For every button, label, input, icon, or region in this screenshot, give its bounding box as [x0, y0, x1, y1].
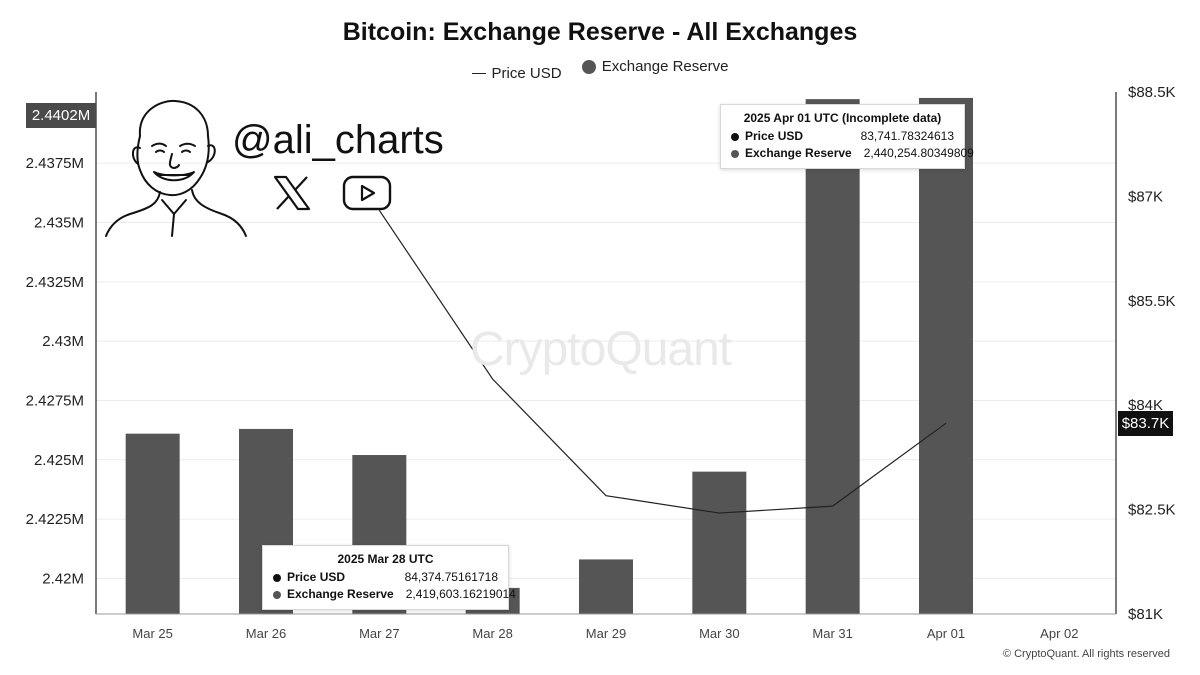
reserve-bullet-icon [731, 149, 739, 158]
tooltip-row-reserve: Exchange Reserve 2,419,603.16219014 [273, 586, 516, 603]
x-tick-label: Apr 01 [927, 626, 965, 641]
tooltip-value: 84,374.75161718 [404, 570, 498, 584]
legend-item-reserve[interactable]: Exchange Reserve [581, 58, 729, 75]
left-axis-current-badge: 2.4402M [26, 103, 96, 128]
author-handle: @ali_charts [232, 118, 444, 162]
tooltip-title: 2025 Apr 01 UTC (Incomplete data) [743, 111, 942, 125]
left-tick-label: 2.42M [42, 570, 84, 587]
tooltip-value: 2,419,603.16219014 [405, 587, 516, 601]
left-tick-label: 2.4275M [26, 392, 84, 409]
chart-title: Bitcoin: Exchange Reserve - All Exchange… [342, 18, 858, 46]
right-tick-label: $84K [1128, 397, 1163, 414]
legend-label-price: Price USD [491, 64, 562, 82]
left-tick-label: 2.435M [34, 215, 84, 232]
tooltip-mar28: 2025 Mar 28 UTC Price USD 84,374.7516171… [262, 545, 516, 610]
chart-legend: Price USD Exchange Reserve [0, 58, 1200, 82]
price-line [378, 209, 947, 514]
tooltip-label: Exchange Reserve [745, 146, 852, 160]
tooltip-label: Exchange Reserve [287, 587, 394, 601]
bar-mar-31 [805, 99, 860, 615]
price-bullet-icon [273, 573, 281, 582]
tooltip-row-price: Price USD 84,374.75161718 [273, 569, 498, 586]
tooltip-title: 2025 Mar 28 UTC [337, 552, 434, 566]
x-tick-label: Apr 02 [1040, 626, 1078, 641]
avatar-sketch-icon [105, 99, 247, 237]
x-tick-label: Mar 28 [472, 626, 512, 641]
right-tick-label: $87K [1128, 188, 1163, 205]
tooltip-value: 2,440,254.80349809 [863, 146, 974, 160]
reserve-bullet-icon [273, 590, 281, 599]
right-axis-current-badge: $83.7K [1118, 411, 1173, 436]
x-logo-icon[interactable] [272, 175, 312, 211]
bar-mar-29 [579, 559, 633, 614]
right-tick-label: $85.5K [1128, 293, 1176, 310]
legend-item-price[interactable]: Price USD [471, 64, 562, 82]
watermark: CryptoQuant [470, 323, 732, 376]
legend-label-reserve: Exchange Reserve [601, 58, 729, 75]
copyright-notice: © CryptoQuant. All rights reserved [1002, 648, 1170, 660]
x-tick-label: Mar 26 [246, 626, 286, 641]
x-tick-label: Mar 27 [359, 626, 399, 641]
youtube-logo-icon[interactable] [342, 175, 392, 211]
tooltip-row-price: Price USD 83,741.78324613 [731, 128, 954, 145]
left-tick-label: 2.425M [34, 452, 84, 469]
x-tick-label: Mar 31 [812, 626, 852, 641]
tooltip-label: Price USD [745, 129, 804, 143]
left-tick-label: 2.43M [42, 333, 84, 350]
tooltip-value: 83,741.78324613 [860, 129, 954, 143]
left-tick-label: 2.4225M [26, 511, 84, 528]
left-tick-label: 2.4375M [26, 155, 84, 172]
x-tick-label: Mar 30 [699, 626, 739, 641]
bar-apr-01 [919, 97, 973, 614]
price-bullet-icon [731, 132, 739, 141]
left-tick-label: 2.4325M [26, 274, 84, 291]
right-tick-label: $88.5K [1128, 84, 1176, 101]
dot-swatch-icon [581, 59, 596, 74]
right-tick-label: $82.5K [1128, 502, 1176, 519]
tooltip-label: Price USD [287, 570, 346, 584]
line-swatch-icon [471, 72, 486, 74]
tooltip-apr01: 2025 Apr 01 UTC (Incomplete data) Price … [720, 104, 974, 169]
x-tick-label: Mar 25 [132, 626, 172, 641]
x-tick-label: Mar 29 [586, 626, 626, 641]
bar-mar-25 [125, 433, 180, 614]
right-tick-label: $81K [1128, 606, 1163, 623]
tooltip-row-reserve: Exchange Reserve 2,440,254.80349809 [731, 145, 974, 162]
bar-mar-30 [692, 471, 747, 614]
